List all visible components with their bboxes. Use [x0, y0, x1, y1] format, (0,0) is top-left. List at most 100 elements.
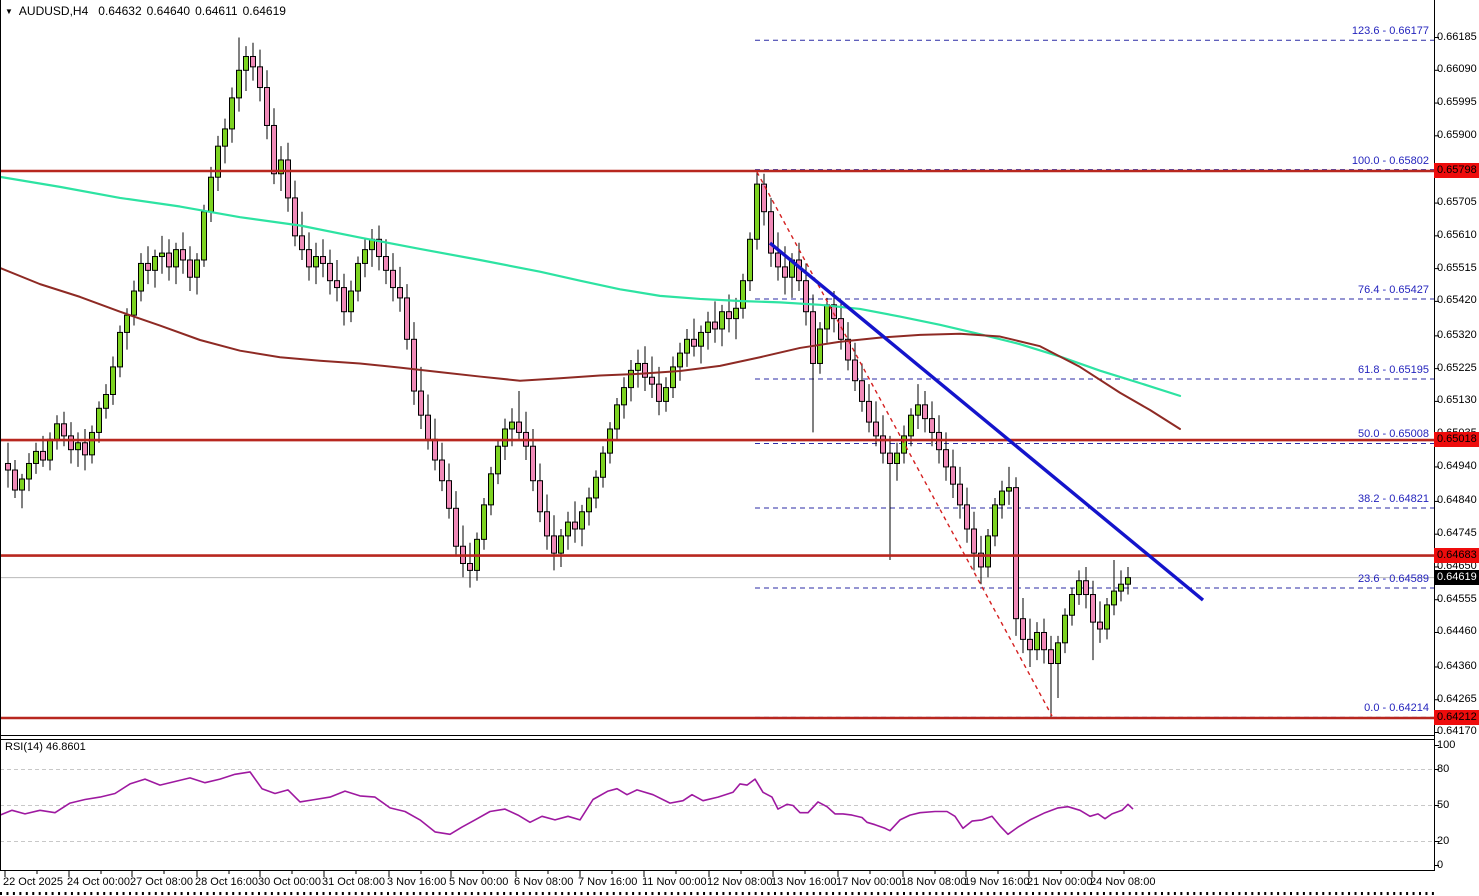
bull-candle-body [33, 450, 39, 464]
rsi-indicator-label: RSI(14) 46.8601 [5, 741, 86, 753]
rsi-line [0, 771, 1134, 836]
bear-candle-body [537, 480, 543, 513]
bull-candle-body [754, 183, 760, 240]
bear-candle-body [187, 259, 193, 278]
bear-candle-body [922, 404, 928, 420]
bull-candle-body [901, 435, 907, 454]
bear-candle-body [320, 256, 326, 264]
bull-candle-body [1111, 590, 1117, 606]
bull-candle-body [908, 414, 914, 437]
bull-candle-body [719, 311, 725, 330]
bear-candle-body [656, 383, 662, 402]
bear-candle-body [831, 304, 837, 320]
bear-candle-body [446, 480, 452, 509]
bull-candle-body [236, 69, 242, 99]
bull-candle-body [915, 404, 921, 416]
bear-candle-body [285, 159, 291, 199]
bull-candle-body [243, 55, 249, 71]
bull-candle-body [159, 252, 165, 258]
bear-candle-body [761, 183, 767, 213]
ohlc-close-value: 0.64619 [242, 4, 286, 18]
bull-candle-body [131, 290, 137, 316]
bear-candle-body [691, 338, 697, 347]
bull-candle-body [985, 535, 991, 568]
bear-candle-body [775, 252, 781, 268]
bull-candle-body [47, 438, 53, 461]
bear-candle-body [68, 435, 74, 451]
bull-candle-body [894, 452, 900, 464]
bull-candle-body [19, 478, 25, 491]
bull-candle-body [215, 145, 221, 178]
bear-candle-body [292, 197, 298, 237]
bear-candle-body [1013, 487, 1019, 620]
bear-candle-body [649, 376, 655, 385]
bull-candle-body [1118, 583, 1124, 592]
bull-candle-body [75, 442, 81, 451]
bear-candle-body [803, 280, 809, 313]
bull-candle-body [278, 159, 284, 175]
bull-candle-body [509, 421, 515, 430]
bull-candle-body [208, 176, 214, 213]
bear-candle-body [271, 124, 277, 175]
time-axis[interactable] [0, 871, 1479, 896]
bull-candle-body [201, 211, 207, 261]
bull-candle-body [558, 535, 564, 554]
teal-moving-average-line[interactable] [0, 175, 1182, 397]
bull-candle-body [362, 249, 368, 264]
bull-candle-body [348, 290, 354, 313]
bull-candle-body [621, 387, 627, 406]
bull-candle-body [495, 445, 501, 475]
bear-candle-body [929, 418, 935, 433]
bull-candle-body [194, 259, 200, 278]
bull-candle-body [54, 423, 60, 440]
bear-candle-body [810, 311, 816, 364]
bear-candle-body [299, 235, 305, 251]
bear-candle-body [866, 400, 872, 423]
bull-candle-body [593, 476, 599, 499]
price-axis[interactable] [1434, 0, 1479, 871]
bull-candle-body [1069, 594, 1075, 616]
bear-candle-body [1083, 580, 1089, 596]
bear-candle-body [145, 262, 151, 271]
bear-candle-body [166, 252, 172, 268]
bear-candle-body [957, 483, 963, 506]
bear-candle-body [327, 262, 333, 282]
bear-candle-body [768, 211, 774, 254]
bear-candle-body [873, 421, 879, 437]
bull-candle-body [740, 280, 746, 309]
bear-candle-body [1048, 649, 1054, 665]
bull-candle-body [670, 366, 676, 389]
chart-title-bar: ▼ AUDUSD,H4 0.64632 0.64640 0.64611 0.64619 [5, 4, 291, 18]
bull-candle-body [635, 362, 641, 371]
bear-candle-body [880, 435, 886, 454]
bull-candle-body [614, 404, 620, 430]
symbol-timeframe-label: AUDUSD,H4 [18, 4, 89, 18]
red-dashed-trendline[interactable] [756, 171, 1053, 717]
bull-candle-body [110, 366, 116, 395]
blue-trendline[interactable] [768, 241, 1205, 602]
bear-candle-body [5, 462, 11, 471]
bear-candle-body [782, 266, 788, 278]
bear-candle-body [404, 297, 410, 340]
bear-candle-body [264, 87, 270, 126]
bull-candle-body [747, 238, 753, 282]
bear-candle-body [1090, 594, 1096, 623]
bull-candle-body [96, 407, 102, 433]
bull-candle-body [138, 262, 144, 292]
bull-candle-body [89, 431, 95, 456]
bull-candle-body [1006, 487, 1012, 492]
bull-candle-body [698, 331, 704, 347]
maroon-moving-average-line[interactable] [0, 266, 1181, 430]
bull-candle-body [628, 369, 634, 389]
bull-candle-body [705, 321, 711, 333]
bull-candle-body [663, 387, 669, 402]
bear-candle-body [978, 552, 984, 568]
bear-candle-body [439, 459, 445, 482]
bear-candle-body [397, 287, 403, 299]
bear-candle-body [516, 421, 522, 433]
bear-candle-body [390, 269, 396, 289]
bear-candle-body [40, 450, 46, 461]
bull-candle-body [488, 473, 494, 506]
bear-candle-body [341, 287, 347, 313]
